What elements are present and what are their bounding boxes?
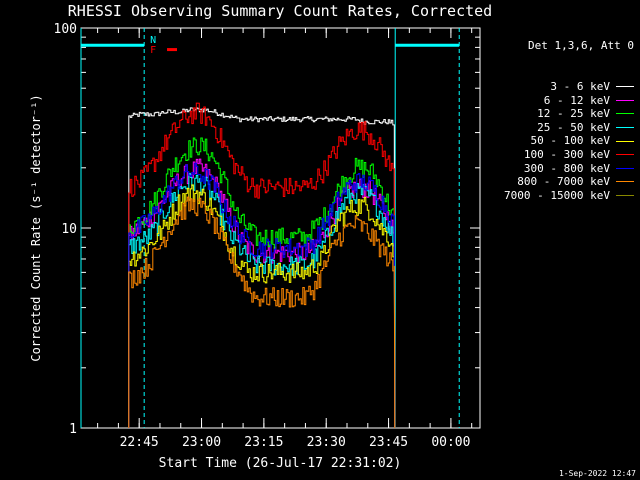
series-line — [128, 196, 396, 429]
series-line — [128, 102, 396, 429]
y-tick-label: 10 — [61, 222, 77, 237]
legend-swatch — [616, 195, 634, 197]
legend-entry: 800 - 7000 keV — [504, 175, 634, 189]
series-line — [128, 162, 396, 429]
legend-entry: 12 - 25 keV — [504, 107, 634, 121]
legend-entry: 100 - 300 keV — [504, 148, 634, 162]
y-tick-label: 1 — [69, 422, 77, 437]
legend-entry: 50 - 100 keV — [504, 134, 634, 148]
legend-label: 50 - 100 keV — [530, 134, 610, 148]
legend-label: 12 - 25 keV — [537, 107, 610, 121]
legend-label: 25 - 50 keV — [537, 120, 610, 134]
legend-swatch — [616, 181, 634, 183]
series-line — [128, 184, 396, 429]
legend-label: 7000 - 15000 keV — [504, 188, 610, 202]
x-axis-label: Start Time (26-Jul-17 22:31:02) — [159, 456, 402, 471]
legend-entry: 300 - 800 keV — [504, 162, 634, 176]
legend-swatch — [616, 86, 634, 88]
series-line — [128, 137, 396, 429]
legend-swatch — [616, 99, 634, 101]
x-tick-label: 23:15 — [244, 435, 283, 450]
legend: Det 1,3,6, Att 0 3 - 6 keV 6 - 12 keV 12 -… — [504, 12, 634, 216]
x-tick-label: 00:00 — [431, 435, 470, 450]
x-tick-label: 23:30 — [307, 435, 346, 450]
x-tick-label: 23:00 — [182, 435, 221, 450]
legend-swatch — [616, 113, 634, 115]
y-axis-label: Corrected Count Rate (s⁻¹ detector⁻¹) — [29, 94, 43, 361]
legend-label: 800 - 7000 keV — [517, 175, 610, 189]
legend-entry: 7000 - 15000 keV — [504, 189, 634, 203]
legend-swatch — [616, 140, 634, 142]
legend-swatch — [616, 127, 634, 129]
series-line — [128, 107, 396, 429]
night-label: N — [150, 35, 156, 46]
y-tick-label: 100 — [54, 22, 77, 37]
x-tick-label: 23:45 — [369, 435, 408, 450]
legend-entry: 25 - 50 keV — [504, 121, 634, 135]
legend-label: 300 - 800 keV — [523, 161, 610, 175]
legend-label: 100 - 300 keV — [523, 147, 610, 161]
x-tick-label: 22:45 — [120, 435, 159, 450]
legend-entry: 3 - 6 keV — [504, 80, 634, 94]
legend-swatch — [616, 154, 634, 156]
orbit-markers: NF — [80, 28, 460, 428]
flare-label: F — [150, 45, 156, 56]
legend-title: Det 1,3,6, Att 0 — [528, 39, 634, 53]
axes: 1 10 100 22:45 23:00 23:15 23:30 23:45 00:00 — [54, 22, 481, 450]
footer-date: 1-Sep-2022 12:47 — [558, 469, 636, 478]
legend-entry: 6 - 12 keV — [504, 94, 634, 108]
legend-label: 6 - 12 keV — [543, 93, 610, 107]
legend-rows: 3 - 6 keV 6 - 12 keV 12 - 25 keV 25 - 50 ke… — [504, 80, 634, 202]
legend-swatch — [616, 167, 634, 169]
chart-title: RHESSI Observing Summary Count Rates, Co… — [68, 2, 492, 20]
series-group — [128, 102, 396, 429]
legend-label: 3 - 6 keV — [550, 79, 610, 93]
